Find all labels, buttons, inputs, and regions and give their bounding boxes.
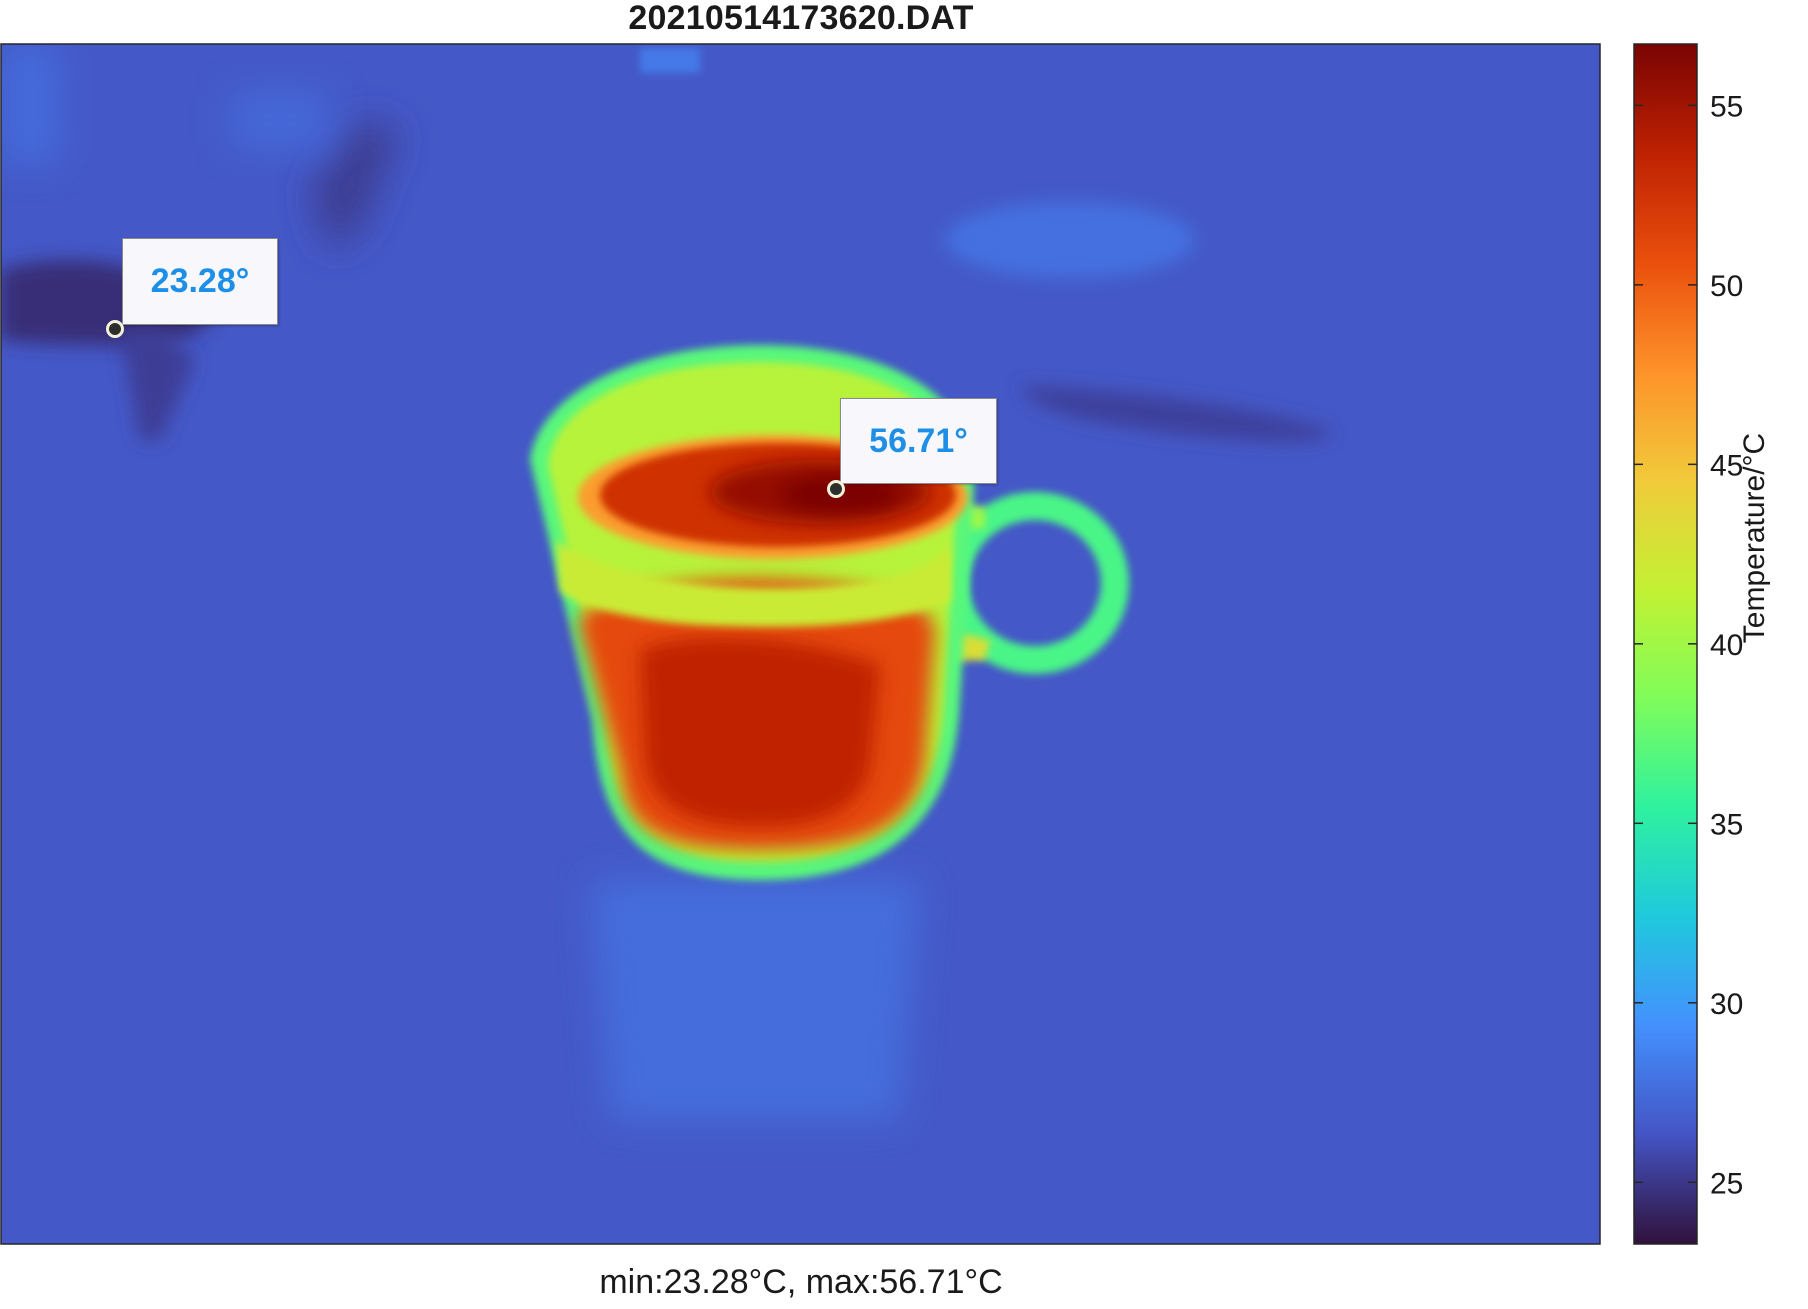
min-point-marker[interactable] — [106, 320, 124, 338]
cold-streak-left — [120, 330, 195, 440]
colorbar-tick-label: 40 — [1710, 629, 1743, 662]
heatmap-image — [1, 44, 1600, 1244]
colorbar-tick-label: 55 — [1710, 90, 1743, 123]
plot-frame — [0, 43, 1601, 1245]
max-temperature-datatip[interactable]: 56.71° — [840, 398, 997, 484]
colorbar-tick-label: 25 — [1710, 1167, 1743, 1200]
colorbar-tick-label: 50 — [1710, 270, 1743, 303]
warm-patch-top-edge — [640, 48, 700, 73]
colorbar-label: Temperature/°C — [1738, 432, 1771, 644]
colorbar-gradient — [1633, 43, 1698, 1245]
mug-body-hot — [640, 638, 880, 827]
warm-patch-top — [945, 202, 1195, 278]
cold-streak-upper — [310, 120, 400, 250]
colorbar-tick-label: 35 — [1710, 808, 1743, 841]
x-axis-label: min:23.28°C, max:56.71°C — [599, 1263, 1003, 1301]
chart-title: 20210514173620.DAT — [628, 0, 974, 37]
cold-streak-right — [1020, 385, 1331, 442]
mug-reflection — [590, 880, 920, 1120]
colorbar-tick-label: 30 — [1710, 988, 1743, 1021]
mug-rim-band — [556, 540, 950, 627]
warm-patch-corner — [1, 44, 60, 164]
max-point-marker[interactable] — [827, 480, 845, 498]
colorbar-tick-label: 45 — [1710, 449, 1743, 482]
min-temperature-datatip[interactable]: 23.28° — [122, 238, 278, 325]
colorbar: 25 30 35 40 45 50 55 — [1633, 43, 1743, 1245]
warm-patch-upper — [230, 90, 330, 150]
